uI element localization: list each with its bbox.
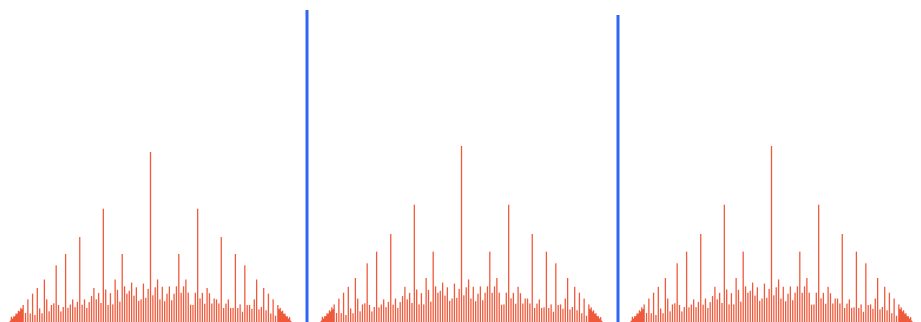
ruler-edge-fan-left: [9, 308, 23, 322]
ruler-edge-fan-right: [589, 308, 603, 322]
ruler-panel-2: [320, 146, 603, 322]
ruler-edge-fan-left: [320, 308, 334, 322]
divider-lines: [305, 10, 620, 322]
ruler-panel-3: [630, 146, 913, 322]
ruler-edge-fan-right: [899, 308, 913, 322]
ruler-edge-fan-right: [278, 308, 292, 322]
ruler-panel-1: [9, 152, 292, 322]
ruler-panels: [9, 146, 913, 322]
ruler-edge-fan-left: [630, 308, 644, 322]
